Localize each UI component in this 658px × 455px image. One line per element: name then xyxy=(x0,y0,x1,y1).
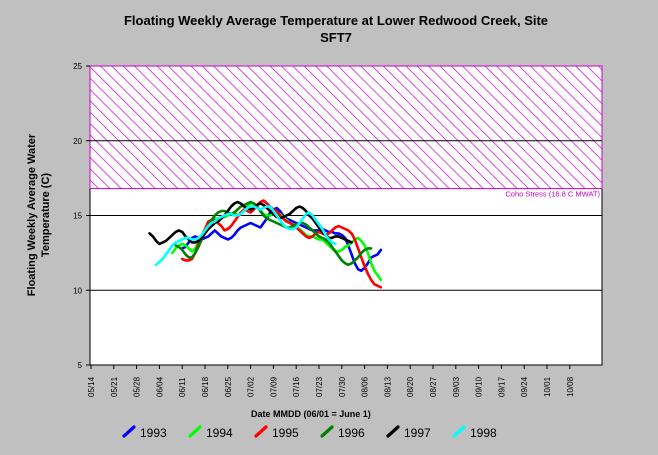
legend-label-1993: 1993 xyxy=(140,426,167,440)
coho-stress-band xyxy=(89,65,603,190)
x-tick-label: 07/30 xyxy=(338,376,347,397)
chart-title-line2: SFT7 xyxy=(320,30,352,45)
x-tick-label: 08/20 xyxy=(406,376,415,397)
gridlines xyxy=(90,140,602,291)
x-tick-label: 07/23 xyxy=(315,376,324,397)
legend-label-1997: 1997 xyxy=(404,426,431,440)
legend-swatch-1995 xyxy=(254,425,268,438)
series-1998-line xyxy=(154,205,337,267)
series-1997-line xyxy=(148,200,353,246)
x-tick-label: 05/14 xyxy=(87,376,96,397)
x-tick-label: 05/21 xyxy=(110,376,119,397)
x-tick-label: 06/18 xyxy=(201,376,210,397)
x-tick-label: 09/10 xyxy=(475,376,484,397)
x-tick-label: 09/24 xyxy=(520,376,529,397)
legend-label-1996: 1996 xyxy=(338,426,365,440)
x-tick-label: 06/25 xyxy=(224,376,233,397)
x-tick-label: 09/03 xyxy=(452,376,461,397)
legend-swatch-1996 xyxy=(320,425,334,438)
series-lines xyxy=(148,199,383,289)
y-tick-label: 20 xyxy=(73,137,82,146)
x-tick-label: 09/17 xyxy=(497,376,506,397)
x-tick-label: 07/09 xyxy=(269,376,278,397)
x-tick-label: 08/27 xyxy=(429,376,438,397)
legend-swatch-1994 xyxy=(188,425,202,438)
legend-swatch-1997 xyxy=(386,425,400,438)
x-tick-label: 08/13 xyxy=(383,376,392,397)
chart-title: Floating Weekly Average Temperature at L… xyxy=(124,13,548,28)
y-tick-label: 5 xyxy=(78,361,83,370)
x-tick-label: 08/06 xyxy=(361,376,370,397)
legend-swatch-1993 xyxy=(122,425,136,438)
x-axis: 05/14 05/21 05/28 06/04 06/11 06/18 06/25 07/02… xyxy=(87,365,575,397)
y-tick-label: 15 xyxy=(73,212,82,221)
x-tick-label: 10/01 xyxy=(543,376,552,397)
x-tick-label: 06/11 xyxy=(178,377,187,397)
y-tick-label: 10 xyxy=(73,286,82,295)
x-tick-label: 07/02 xyxy=(247,376,256,397)
y-tick-label: 25 xyxy=(73,62,82,71)
y-axis: 5 10 15 20 25 xyxy=(73,62,90,370)
legend-label-1994: 1994 xyxy=(206,426,233,440)
x-tick-label: 06/04 xyxy=(155,376,164,397)
x-tick-label: 10/08 xyxy=(566,376,575,397)
legend: 1993 1994 1995 1996 1997 1998 xyxy=(122,425,497,440)
coho-stress-label: Coho Stress (16.8 C MWAT) xyxy=(505,190,600,199)
y-axis-label-line1: Floating Weekly Average Water xyxy=(26,133,38,296)
legend-label-1998: 1998 xyxy=(470,426,497,440)
x-tick-label: 05/28 xyxy=(133,376,142,397)
y-axis-label-line2: Temperature (C) xyxy=(40,173,52,257)
legend-label-1995: 1995 xyxy=(272,426,299,440)
legend-swatch-1998 xyxy=(452,425,466,438)
x-tick-label: 07/16 xyxy=(292,376,301,397)
x-axis-label: Date MMDD (06/01 = June 1) xyxy=(251,409,371,419)
